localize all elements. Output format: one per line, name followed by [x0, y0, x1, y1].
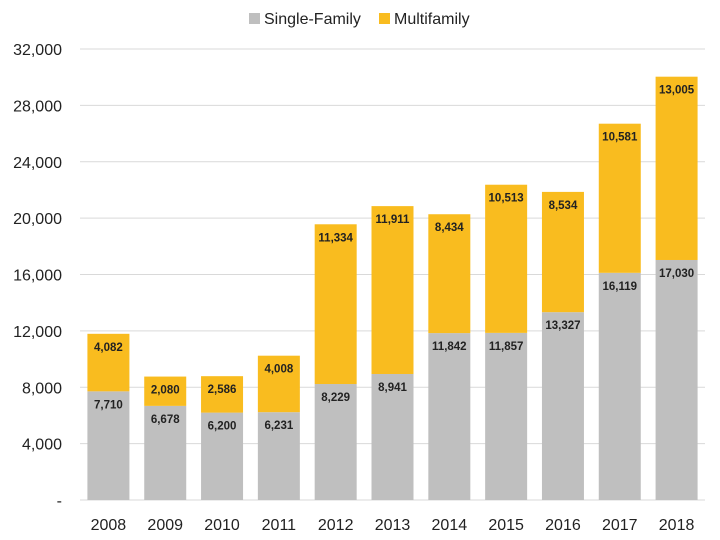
x-axis-ticks: 2008 2009 2010 2011 2012 2013 2014 2015 2016 2017…	[91, 517, 695, 534]
legend-label-single-family: Single-Family	[264, 11, 361, 28]
bar-multifamily-2013	[371, 206, 414, 374]
x-tick-label-2010: 2010	[204, 517, 240, 534]
y-tick-label: 4,000	[22, 437, 62, 454]
bars	[87, 76, 698, 500]
y-tick-label: 24,000	[13, 155, 62, 172]
bar-multifamily-2017	[598, 123, 641, 273]
label-multifamily-2015: 10,513	[489, 193, 524, 205]
label-multifamily-2016: 8,534	[549, 200, 578, 212]
bar-multifamily-2015	[485, 184, 528, 333]
y-tick-label: 20,000	[13, 211, 62, 228]
bar-multifamily-2016	[541, 191, 584, 313]
bar-single-family-2011	[257, 412, 300, 500]
label-single-family-2016: 13,327	[545, 320, 580, 332]
y-axis-ticks: - 4,000 8,000 12,000 16,000 20,000 24,000 28,00…	[13, 42, 62, 510]
y-tick-label: 32,000	[13, 42, 62, 59]
bar-multifamily-2008	[87, 333, 130, 392]
label-multifamily-2008: 4,082	[94, 342, 123, 354]
label-single-family-2011: 6,231	[264, 420, 293, 432]
bar-single-family-2013	[371, 373, 414, 500]
label-multifamily-2018: 13,005	[659, 85, 695, 97]
bar-single-family-2014	[428, 333, 471, 500]
bar-single-family-2010	[201, 412, 244, 500]
bar-single-family-2016	[541, 312, 584, 500]
label-multifamily-2011: 4,008	[264, 364, 293, 376]
x-tick-label-2014: 2014	[432, 517, 468, 534]
legend-swatch-single-family	[249, 13, 260, 24]
bar-single-family-2018	[655, 259, 698, 500]
x-tick-label-2016: 2016	[545, 517, 581, 534]
bar-multifamily-2009	[144, 376, 187, 406]
label-multifamily-2013: 11,911	[376, 214, 411, 226]
x-tick-label-2017: 2017	[602, 517, 638, 534]
label-single-family-2015: 11,857	[489, 341, 524, 353]
label-single-family-2009: 6,678	[151, 414, 180, 426]
label-multifamily-2009: 2,080	[151, 385, 180, 397]
label-single-family-2010: 6,200	[208, 421, 237, 433]
y-tick-label: 28,000	[13, 98, 62, 115]
x-tick-label-2013: 2013	[375, 517, 411, 534]
label-single-family-2018: 17,030	[659, 268, 694, 280]
x-tick-label-2018: 2018	[659, 517, 695, 534]
label-multifamily-2012: 11,334	[318, 232, 353, 244]
label-single-family-2013: 8,941	[378, 382, 407, 394]
bar-multifamily-2011	[257, 355, 300, 413]
bar-multifamily-2018	[655, 76, 698, 260]
legend-swatch-multifamily	[379, 13, 390, 24]
bar-multifamily-2014	[428, 214, 471, 334]
bar-single-family-2009	[144, 405, 187, 500]
y-tick-label: 12,000	[13, 324, 62, 341]
label-single-family-2017: 16,119	[602, 281, 637, 293]
bar-single-family-2008	[87, 391, 130, 500]
label-multifamily-2014: 8,434	[435, 222, 464, 234]
y-tick-label: -	[57, 493, 62, 510]
x-tick-label-2008: 2008	[91, 517, 127, 534]
x-tick-label-2015: 2015	[488, 517, 524, 534]
label-multifamily-2017: 10,581	[602, 132, 638, 144]
label-multifamily-2010: 2,586	[208, 384, 237, 396]
bar-single-family-2012	[314, 384, 357, 500]
x-tick-label-2012: 2012	[318, 517, 354, 534]
data-labels: 7,710 4,082 6,678 2,080 6,200 2,586 6,231 4,008…	[94, 85, 695, 433]
label-single-family-2014: 11,842	[432, 341, 467, 353]
legend: Single-Family Multifamily	[249, 11, 470, 28]
bar-multifamily-2010	[201, 376, 244, 413]
legend-label-multifamily: Multifamily	[394, 11, 470, 28]
label-single-family-2008: 7,710	[94, 399, 123, 411]
y-tick-label: 8,000	[22, 380, 62, 397]
bar-single-family-2017	[598, 272, 641, 500]
bar-multifamily-2012	[314, 224, 357, 385]
bar-single-family-2015	[485, 332, 528, 500]
x-tick-label-2009: 2009	[147, 517, 183, 534]
label-single-family-2012: 8,229	[321, 392, 350, 404]
y-tick-label: 16,000	[13, 268, 62, 285]
x-tick-label-2011: 2011	[262, 517, 297, 534]
